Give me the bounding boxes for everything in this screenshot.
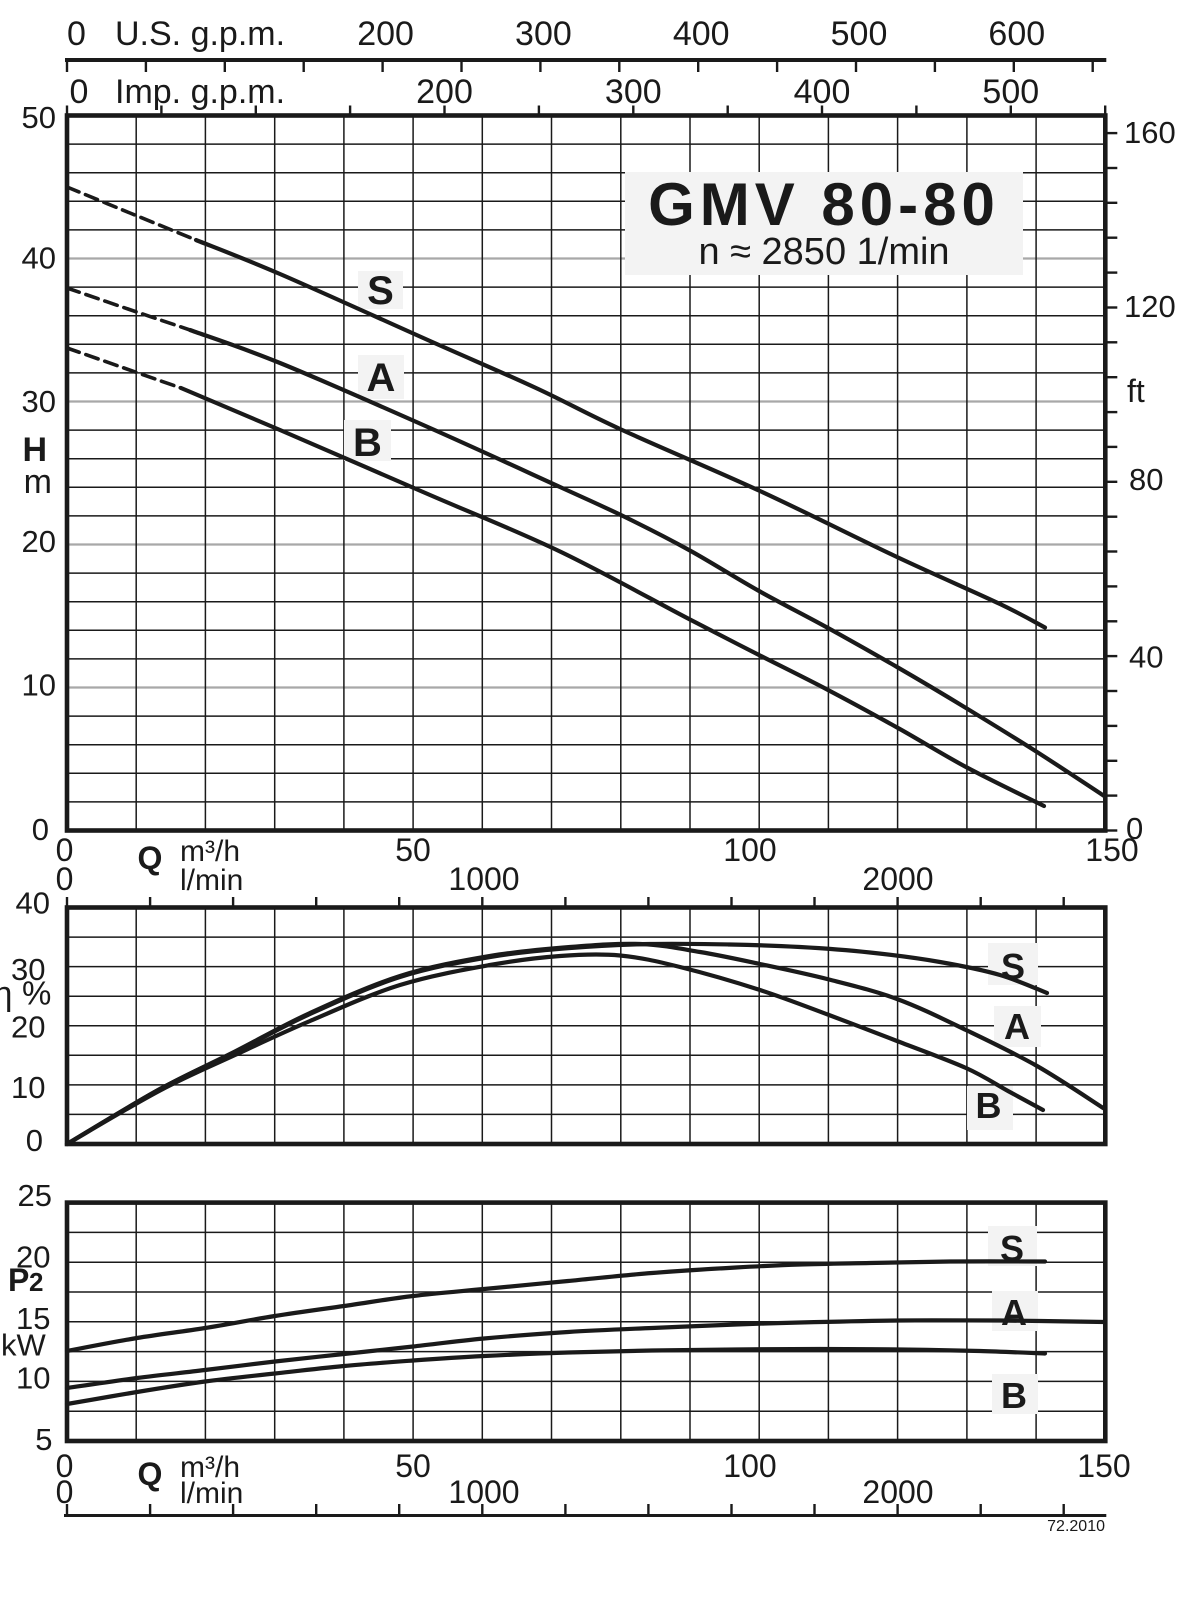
svg-text:300: 300 [515,15,572,53]
svg-text:Imp. g.p.m.: Imp. g.p.m. [115,73,285,111]
svg-text:25: 25 [18,1178,52,1213]
svg-text:200: 200 [357,15,414,53]
svg-text:50: 50 [395,832,431,868]
svg-text:A: A [1001,1292,1027,1333]
svg-text:40: 40 [22,241,56,276]
svg-text:m: m [24,463,52,501]
svg-text:10: 10 [11,1070,45,1105]
svg-text:A: A [1004,1006,1030,1047]
svg-text:20: 20 [16,1240,50,1275]
svg-text:B: B [353,421,382,465]
svg-text:B: B [976,1085,1002,1126]
svg-text:S: S [367,269,394,313]
svg-text:%: % [22,975,51,1012]
svg-text:20: 20 [22,524,56,559]
svg-text:400: 400 [794,73,851,111]
svg-text:5: 5 [35,1422,52,1457]
svg-text:η: η [0,975,12,1013]
svg-text:50: 50 [22,100,56,135]
svg-text:30: 30 [22,384,56,419]
svg-text:500: 500 [982,73,1039,111]
svg-text:30: 30 [11,952,45,987]
svg-text:0: 0 [56,861,74,897]
svg-text:m³/h: m³/h [180,1451,240,1484]
svg-text:kW: kW [1,1328,47,1363]
svg-text:GMV 80-80: GMV 80-80 [648,171,1000,238]
svg-text:50: 50 [395,1448,431,1484]
svg-text:0: 0 [56,1474,74,1510]
svg-text:0: 0 [26,1123,43,1158]
svg-text:40: 40 [1129,640,1163,675]
svg-text:150: 150 [1085,832,1138,868]
svg-text:m³/h: m³/h [180,835,240,868]
svg-text:10: 10 [22,668,56,703]
svg-text:500: 500 [831,15,888,53]
svg-text:Q: Q [138,1456,163,1492]
svg-text:120: 120 [1124,289,1176,324]
svg-text:15: 15 [16,1301,50,1336]
svg-text:0: 0 [1126,811,1143,846]
svg-text:72.2010: 72.2010 [1047,1518,1105,1535]
svg-text:150: 150 [1077,1448,1130,1484]
svg-text:40: 40 [16,886,50,921]
svg-text:10: 10 [16,1361,50,1396]
svg-text:0: 0 [56,832,74,868]
svg-text:Q: Q [138,840,163,876]
svg-text:100: 100 [723,1448,776,1484]
svg-text:P: P [8,1262,29,1298]
svg-text:A: A [367,356,396,400]
svg-text:300: 300 [605,73,662,111]
svg-text:0: 0 [56,1448,74,1484]
svg-text:U.S. g.p.m.: U.S. g.p.m. [115,15,285,53]
svg-text:1000: 1000 [448,861,519,897]
svg-text:H: H [22,431,47,469]
svg-text:1000: 1000 [448,1474,519,1510]
svg-text:0: 0 [32,812,49,847]
svg-text:ft: ft [1127,373,1145,409]
svg-text:2000: 2000 [862,861,933,897]
svg-text:20: 20 [11,1010,45,1045]
svg-text:0: 0 [67,15,86,53]
svg-text:n ≈ 2850 1/min: n ≈ 2850 1/min [698,231,949,273]
svg-text:0: 0 [70,73,89,111]
svg-text:2: 2 [29,1267,43,1297]
svg-text:B: B [1001,1375,1027,1416]
svg-text:600: 600 [988,15,1045,53]
svg-text:200: 200 [416,73,473,111]
svg-text:400: 400 [673,15,730,53]
svg-text:l/min: l/min [180,864,243,897]
svg-text:160: 160 [1124,115,1176,150]
svg-text:80: 80 [1129,462,1163,497]
svg-text:100: 100 [723,832,776,868]
